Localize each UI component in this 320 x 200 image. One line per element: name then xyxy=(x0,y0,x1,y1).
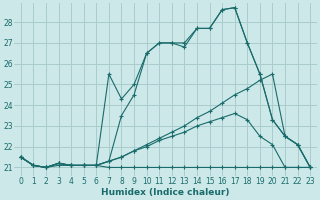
X-axis label: Humidex (Indice chaleur): Humidex (Indice chaleur) xyxy=(101,188,230,197)
